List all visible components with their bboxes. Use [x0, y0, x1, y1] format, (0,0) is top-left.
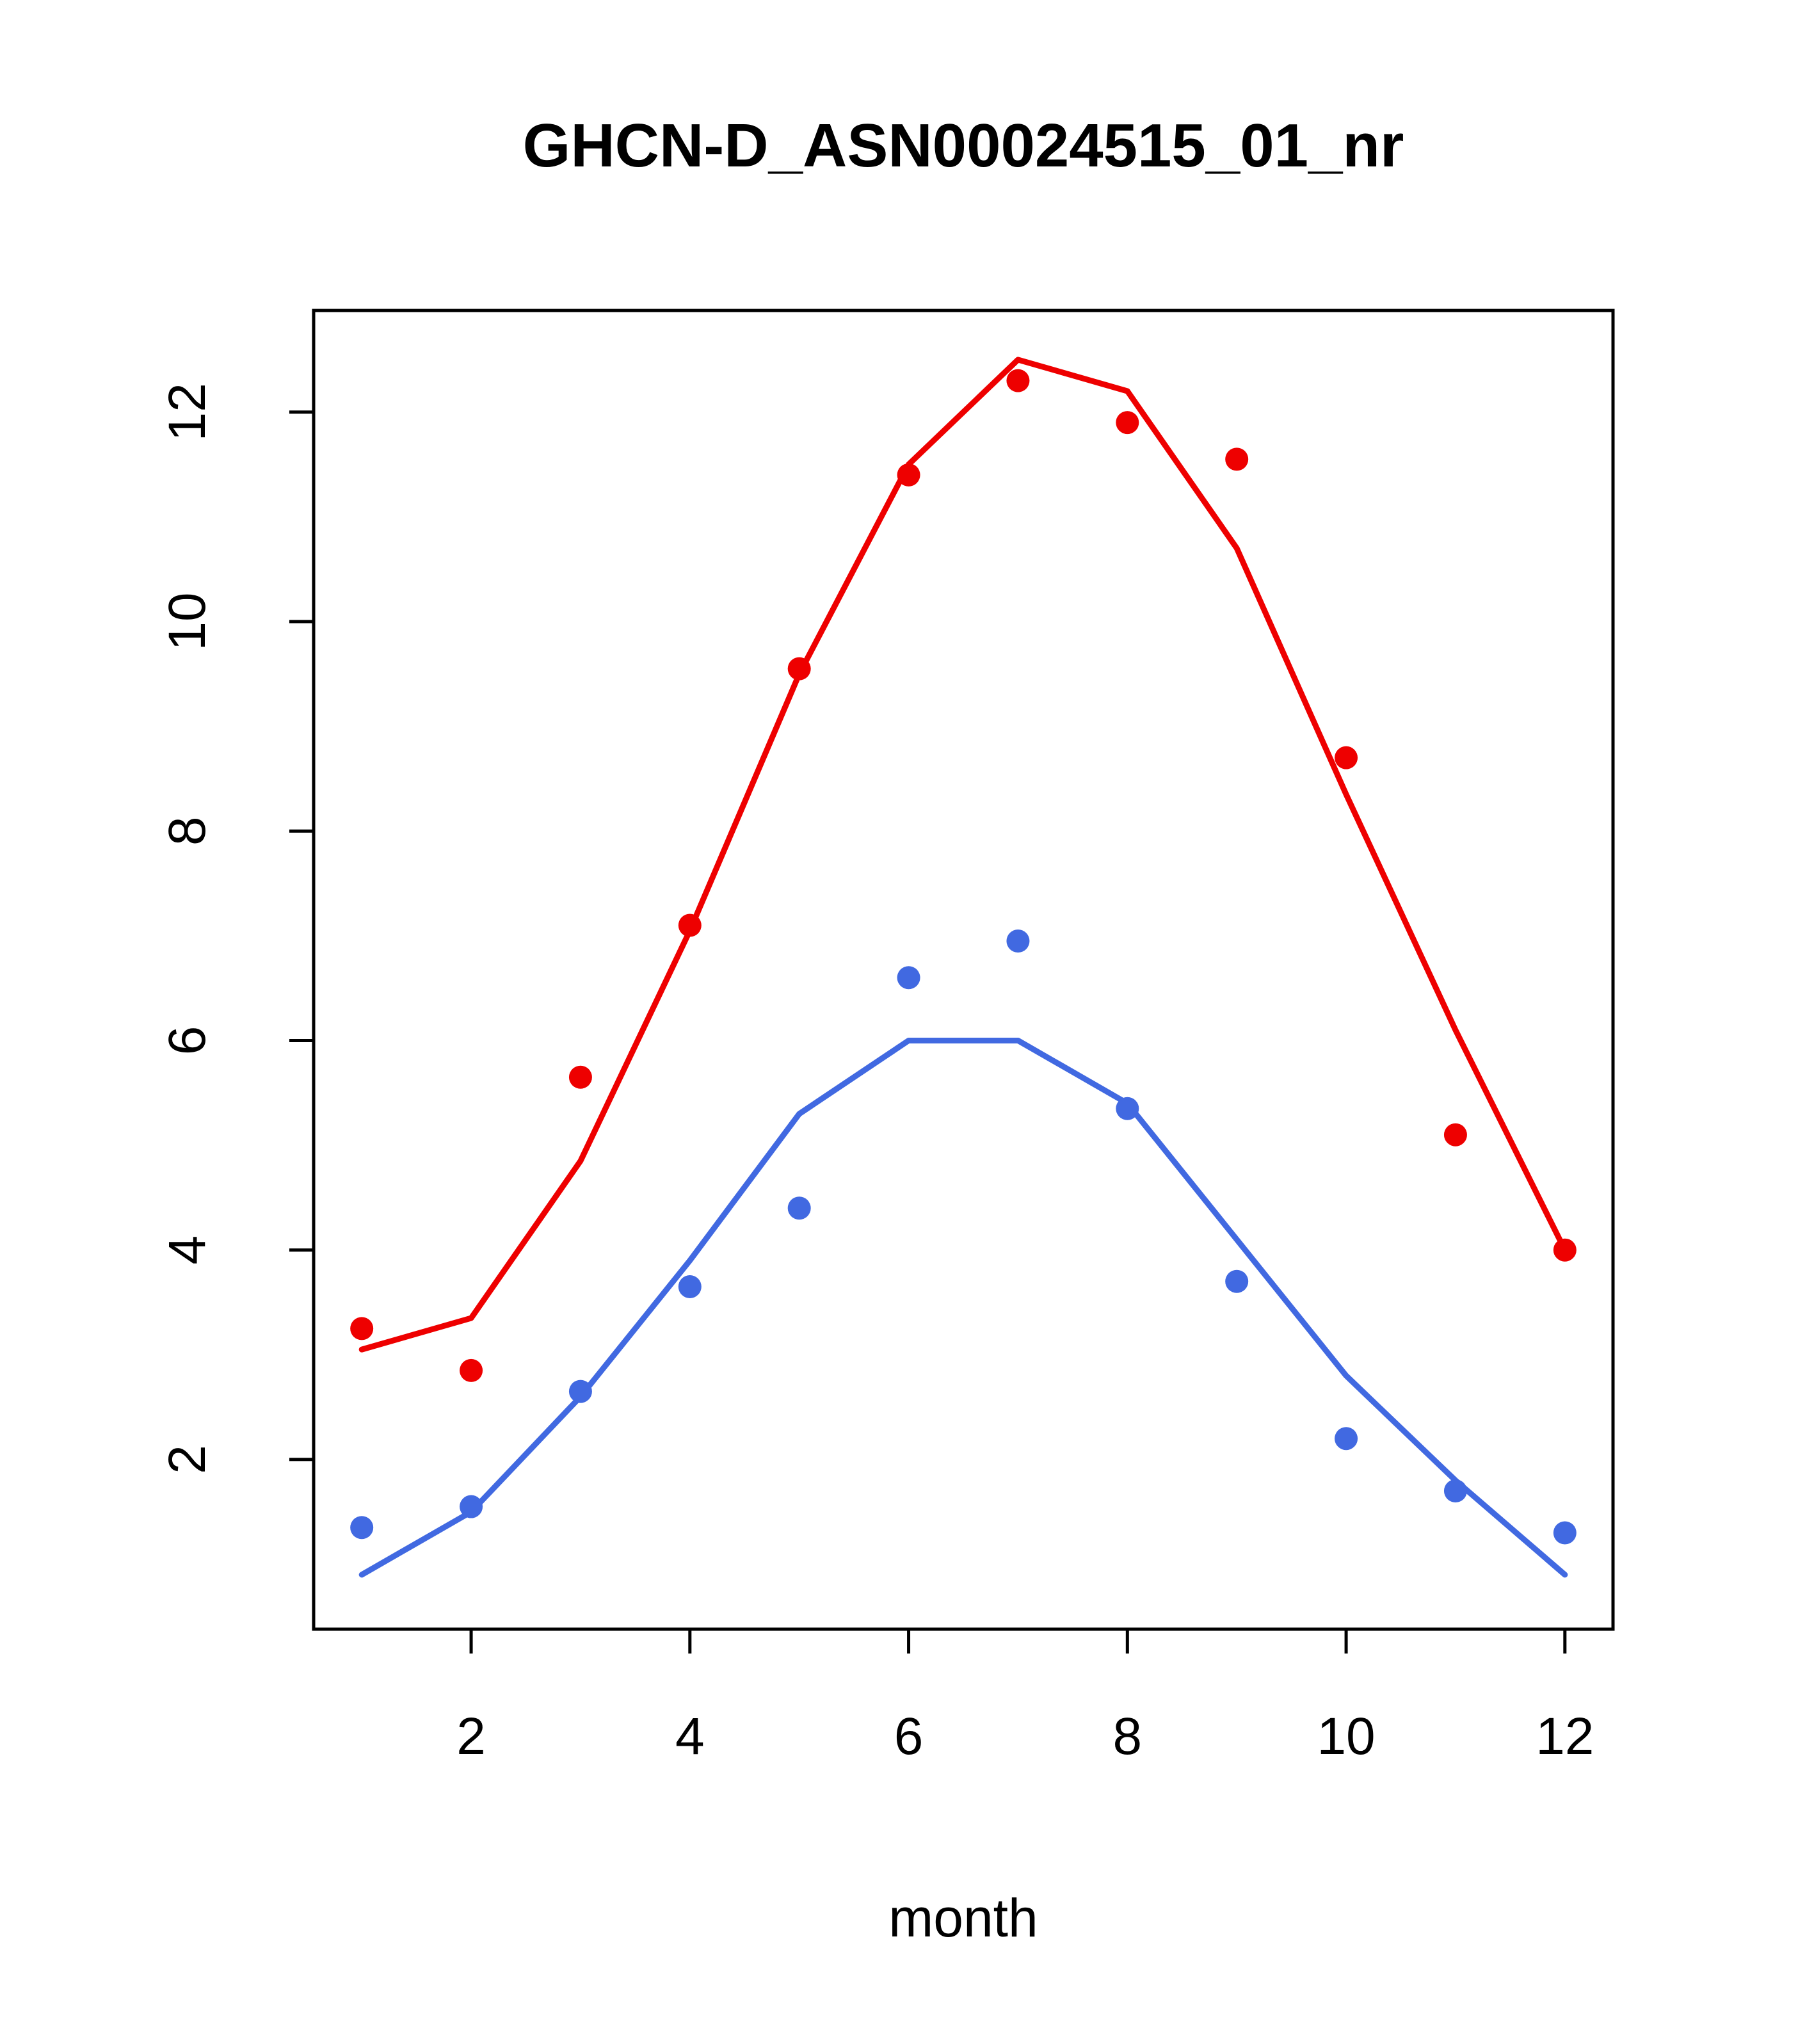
y-tick-label: 4 [158, 1235, 216, 1265]
y-tick-label: 8 [158, 816, 216, 846]
x-tick-label: 6 [894, 1707, 924, 1766]
plot-box [312, 309, 1615, 1631]
data-point [1443, 1479, 1467, 1503]
x-tick-label: 4 [675, 1707, 705, 1766]
data-point [350, 1317, 374, 1340]
series-line [358, 357, 1568, 1353]
x-tick-label: 12 [1536, 1707, 1594, 1766]
y-tick-label: 12 [158, 383, 216, 441]
data-point [897, 463, 920, 487]
data-point [460, 1358, 483, 1382]
data-point [1553, 1238, 1577, 1262]
series-line [358, 1037, 1568, 1578]
data-point [350, 1516, 374, 1540]
data-point [678, 1275, 702, 1298]
data-point [568, 1065, 592, 1089]
data-point [1443, 1123, 1467, 1147]
data-point [1335, 746, 1358, 769]
data-point [1006, 369, 1030, 392]
data-point [1225, 447, 1249, 471]
data-point [1116, 1097, 1139, 1120]
data-point [678, 913, 702, 937]
x-tick-label: 2 [456, 1707, 486, 1766]
y-tick-label: 6 [158, 1026, 216, 1056]
red-line-series [358, 357, 1568, 1353]
x-tick-label: 10 [1317, 1707, 1375, 1766]
data-point [787, 1196, 811, 1220]
data-point [1116, 411, 1139, 435]
data-point [897, 966, 920, 990]
data-point [568, 1380, 592, 1403]
plot-area: 2 4 6 8 10 12 2 4 6 8 10 12 [158, 309, 1615, 1766]
x-tick-label: 8 [1113, 1707, 1143, 1766]
data-point [1006, 929, 1030, 953]
y-tick-label: 2 [158, 1445, 216, 1474]
data-point [1225, 1269, 1249, 1293]
blue-points-series [350, 929, 1577, 1545]
y-tick-label: 10 [158, 592, 216, 650]
chart-title: GHCN-D_ASN00024515_01_nr [523, 111, 1404, 180]
data-point [1553, 1521, 1577, 1545]
data-point [787, 657, 811, 680]
data-point [1335, 1427, 1358, 1451]
x-axis-label: month [888, 1888, 1038, 1948]
red-points-series [350, 369, 1577, 1382]
data-point [460, 1495, 483, 1518]
blue-line-series [358, 1037, 1568, 1578]
